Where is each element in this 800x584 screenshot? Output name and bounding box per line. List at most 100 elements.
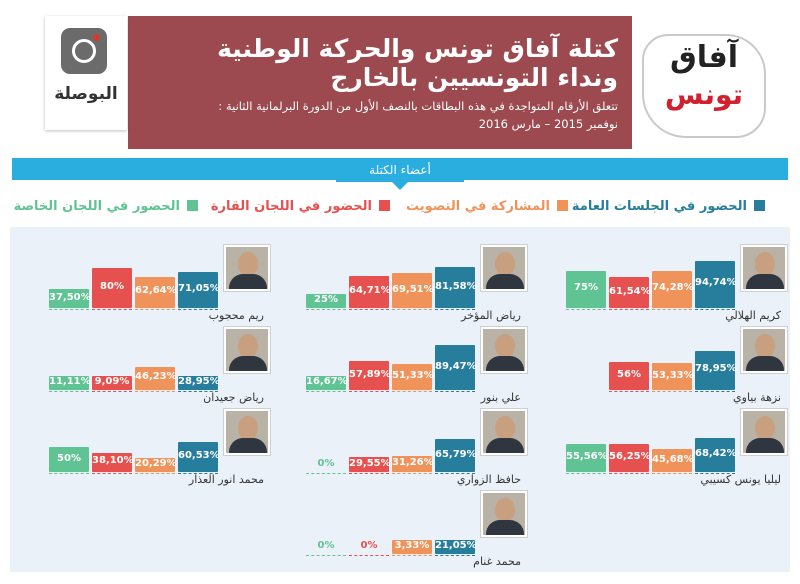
legend-label: المشاركة في التصويت <box>405 199 550 214</box>
member-photo <box>741 327 787 373</box>
member-name: ليليا يونس كسيبي <box>700 473 781 486</box>
bar-label: 78,95% <box>695 363 737 375</box>
baseline-plenary <box>178 309 218 310</box>
bar-voting <box>652 449 692 472</box>
bar-voting <box>652 363 692 390</box>
legend-item-standing: الحضور في اللجان القارة <box>211 199 390 215</box>
member-name: محمد غنام <box>473 555 521 568</box>
baseline-standing <box>609 391 649 392</box>
bar-label: 69,51% <box>392 283 434 295</box>
bar-standing <box>92 376 132 390</box>
bar-label: 65,79% <box>435 448 477 460</box>
bar-label: 45,68% <box>652 453 694 465</box>
baseline-special <box>306 309 346 310</box>
bar-label: 3,33% <box>394 540 430 551</box>
bar-voting <box>652 270 692 308</box>
member-photo <box>224 409 270 455</box>
member-card: رياض جعيدان 28,95% 46,23% 9,09% 11,11% <box>28 327 270 407</box>
bar-plenary <box>695 350 735 390</box>
bar-label: 81,58% <box>435 280 477 292</box>
baseline-voting <box>392 473 432 474</box>
subtitle-line2: نوفمبر 2015 – مارس 2016 <box>478 117 618 131</box>
member-card: محمد غنام 21,05% 3,33% 0% 0% <box>285 491 527 571</box>
bar-standing <box>609 362 649 390</box>
bar-standing <box>92 452 132 472</box>
member-photo <box>741 409 787 455</box>
bar-label: 61,54% <box>609 285 651 297</box>
baseline-special <box>306 555 346 556</box>
baseline-plenary <box>178 473 218 474</box>
baseline-plenary <box>695 473 735 474</box>
baseline-standing <box>609 309 649 310</box>
bar-voting <box>135 366 175 390</box>
section-notch <box>392 182 408 190</box>
member-name: حافظ الزواري <box>456 473 521 486</box>
legend-item-voting: المشاركة في التصويت <box>406 199 568 215</box>
bar-label: 51,33% <box>392 370 434 382</box>
bar-label: 25% <box>314 294 338 305</box>
bar-label: 57,89% <box>349 368 391 380</box>
bar-label: 21,05% <box>435 540 477 551</box>
baseline-special <box>306 473 346 474</box>
bar-label: 89,47% <box>435 360 477 372</box>
bar-label: 64,71% <box>349 284 391 296</box>
baseline-plenary <box>178 391 218 392</box>
bar-label: 20,29% <box>135 458 177 469</box>
baseline-special <box>566 309 606 310</box>
bar-plenary <box>435 439 475 472</box>
baseline-voting <box>652 309 692 310</box>
speech-bubble-icon <box>642 34 766 138</box>
bar-special <box>306 376 346 390</box>
page-title-line2: ونداء التونسيين بالخارج <box>330 63 618 92</box>
bar-label: 0% <box>317 458 335 469</box>
legend-label: الحضور في الجلسات العامة <box>571 199 747 214</box>
bar-label: 80% <box>100 281 124 292</box>
bar-label: 50% <box>57 452 81 464</box>
baseline-special <box>306 391 346 392</box>
albawsala-logo: البوصلة <box>45 16 127 130</box>
baseline-voting <box>652 473 692 474</box>
bar-label: 0% <box>317 540 335 551</box>
baseline-voting <box>392 555 432 556</box>
baseline-special <box>566 473 606 474</box>
bar-plenary <box>695 260 735 308</box>
member-name: رياض جعيدان <box>203 391 264 404</box>
bar-special <box>566 444 606 472</box>
bar-plenary <box>435 267 475 308</box>
bar-label: 11,11% <box>49 376 91 387</box>
bar-label: 55,56% <box>566 451 608 463</box>
members-panel: كريم الهلالي 94,74% 74,28% 61,54% 75% نزهة بي… <box>10 227 790 572</box>
baseline-plenary <box>695 391 735 392</box>
baseline-standing <box>349 309 389 310</box>
member-name: محمد انور العذار <box>188 473 264 486</box>
member-name: ريم محجوب <box>208 309 264 322</box>
member-card: رياض المؤخر 81,58% 69,51% 64,71% 25% <box>285 245 527 325</box>
bar-special <box>566 270 606 308</box>
baseline-voting <box>392 391 432 392</box>
legend-swatch <box>557 200 568 211</box>
baseline-standing <box>92 473 132 474</box>
section-title: أعضاء الكتلة <box>336 158 464 182</box>
legend-swatch <box>379 200 390 211</box>
bar-label: 28,95% <box>178 375 220 387</box>
bar-standing <box>609 443 649 472</box>
header: كتلة آفاق تونس والحركة الوطنية ونداء الت… <box>0 0 800 152</box>
bar-standing <box>349 275 389 308</box>
bar-label: 9,09% <box>94 376 130 387</box>
bar-standing <box>92 268 132 308</box>
baseline-voting <box>135 391 175 392</box>
bar-label: 56% <box>617 369 641 380</box>
bar-special <box>49 447 89 472</box>
member-card: نزهة بياوي 78,95% 53,33% 56% <box>545 327 787 407</box>
baseline-standing <box>349 391 389 392</box>
member-card: حافظ الزواري 65,79% 31,26% 29,55% 0% <box>285 409 527 489</box>
bar-label: 68,42% <box>695 447 737 459</box>
bar-voting <box>392 364 432 390</box>
bar-plenary <box>178 375 218 390</box>
baseline-plenary <box>435 555 475 556</box>
page-title-line1: كتلة آفاق تونس والحركة الوطنية <box>217 34 618 63</box>
bar-standing <box>609 277 649 308</box>
member-photo <box>224 245 270 291</box>
bar-special <box>306 294 346 308</box>
legend-item-special: الحضور في اللجان الخاصة <box>14 199 198 215</box>
